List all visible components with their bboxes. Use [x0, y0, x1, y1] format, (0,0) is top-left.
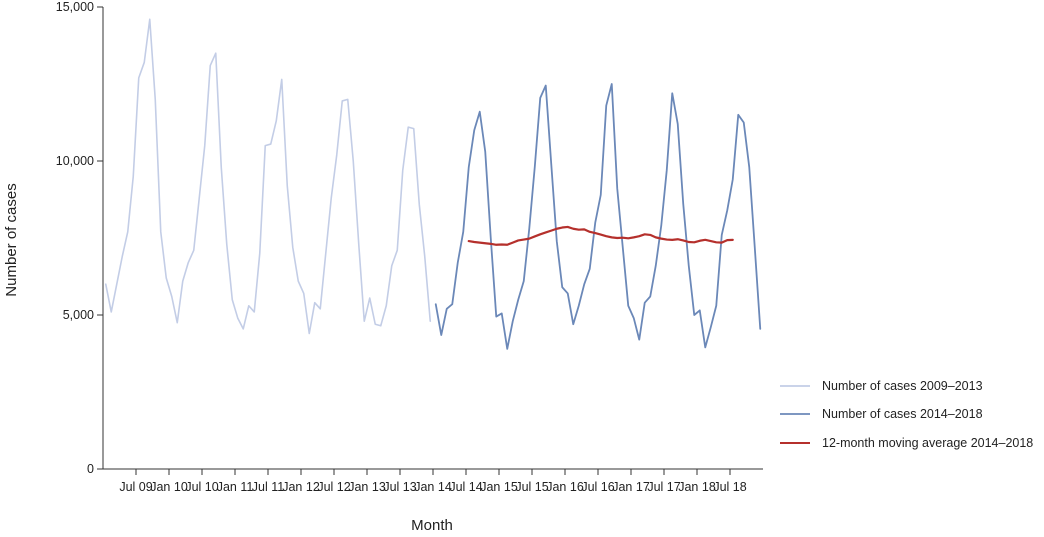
x-tick-label: Jul 11	[252, 480, 284, 494]
x-tick-label: Jul 17	[647, 480, 680, 494]
x-tick-label: Jul 16	[581, 480, 614, 494]
legend: Number of cases 2009–2013 Number of case…	[780, 379, 1033, 450]
y-tick-label: 10,000	[56, 154, 94, 168]
legend-label-2014-2018: Number of cases 2014–2018	[822, 407, 983, 421]
series-layer	[104, 18, 762, 350]
legend-label-2009-2013: Number of cases 2009–2013	[822, 379, 983, 393]
y-tick-label: 5,000	[63, 308, 94, 322]
x-axis-title: Month	[411, 517, 453, 534]
x-tick-label: Jul 15	[515, 480, 548, 494]
x-tick-label: Jan 17	[612, 480, 650, 494]
x-tick-label: Jan 14	[414, 480, 452, 494]
legend-label-moving-average: 12-month moving average 2014–2018	[822, 436, 1033, 450]
x-tick-label: Jul 18	[713, 480, 746, 494]
x-tick-label: Jul 13	[383, 480, 416, 494]
y-tick-label: 0	[87, 462, 94, 476]
x-tick-label: Jan 16	[546, 480, 584, 494]
x-tick-label: Jan 10	[150, 480, 188, 494]
x-tick-label: Jan 15	[480, 480, 518, 494]
x-tick-label: Jul 12	[317, 480, 350, 494]
y-axis-title: Number of cases	[3, 183, 20, 296]
series-line-2009-2013	[104, 18, 432, 335]
x-tick-label: Jan 11	[217, 480, 254, 494]
y-axis: 0 5,000 10,000 15,000	[56, 0, 104, 476]
y-tick-label: 15,000	[56, 0, 94, 14]
x-tick-label: Jul 10	[185, 480, 218, 494]
x-tick-label: Jan 12	[282, 480, 320, 494]
x-tick-label: Jul 14	[449, 480, 482, 494]
series-line-moving-average	[467, 225, 734, 246]
x-tick-label: Jan 13	[348, 480, 386, 494]
series-line-2014-2018	[434, 83, 762, 350]
x-tick-label: Jul 09	[119, 480, 152, 494]
x-tick-label: Jan 18	[678, 480, 716, 494]
